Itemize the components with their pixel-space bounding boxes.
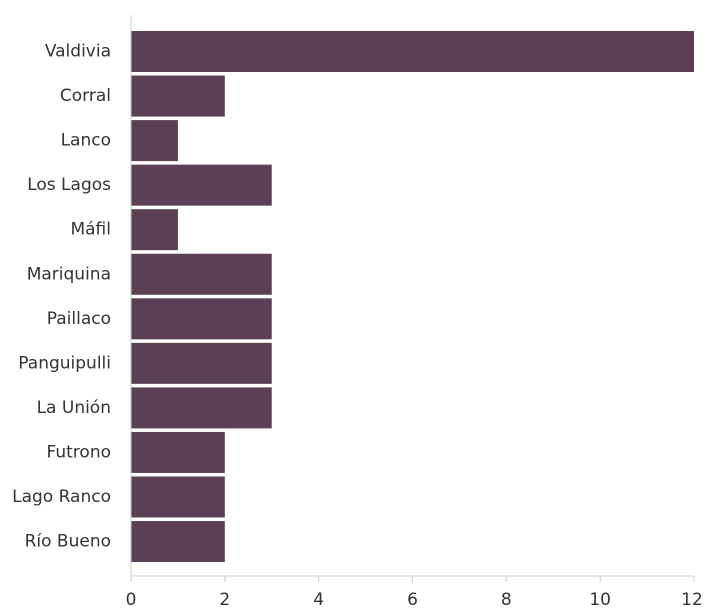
- bar-9: [131, 431, 225, 473]
- category-label-7: Panguipulli: [18, 353, 111, 373]
- bar-3: [131, 164, 272, 206]
- x-tick-label-6: 12: [681, 590, 703, 610]
- bar-1: [131, 75, 225, 117]
- bar-8: [131, 387, 272, 429]
- x-tick-label-1: 2: [219, 590, 230, 610]
- category-labels-group: Valdivia Corral Lanco Los Lagos Máfil Mariqui…: [12, 42, 111, 552]
- bar-7: [131, 342, 272, 384]
- x-tick-label-5: 10: [589, 590, 611, 610]
- category-label-4: Máfil: [70, 220, 111, 240]
- x-ticks-group: 0 2 4 6 8 10 12: [126, 576, 703, 610]
- category-label-3: Los Lagos: [27, 175, 111, 195]
- bar-4: [131, 209, 178, 251]
- category-label-8: La Unión: [37, 398, 111, 418]
- bar-2: [131, 120, 178, 162]
- bar-10: [131, 476, 225, 518]
- bar-6: [131, 298, 272, 340]
- x-tick-label-0: 0: [126, 590, 137, 610]
- category-label-11: Río Bueno: [25, 532, 111, 552]
- category-label-0: Valdivia: [45, 42, 111, 62]
- category-label-10: Lago Ranco: [12, 487, 111, 507]
- category-label-6: Paillaco: [47, 309, 111, 329]
- category-label-1: Corral: [60, 86, 111, 106]
- category-label-2: Lanco: [61, 131, 111, 151]
- x-tick-label-3: 6: [407, 590, 418, 610]
- bar-11: [131, 521, 225, 563]
- x-tick-label-4: 8: [501, 590, 512, 610]
- bar-5: [131, 253, 272, 295]
- category-label-5: Mariquina: [27, 264, 111, 284]
- category-label-9: Futrono: [47, 442, 111, 462]
- x-tick-label-2: 4: [313, 590, 324, 610]
- bars-group: [131, 31, 694, 563]
- bar-0: [131, 31, 694, 72]
